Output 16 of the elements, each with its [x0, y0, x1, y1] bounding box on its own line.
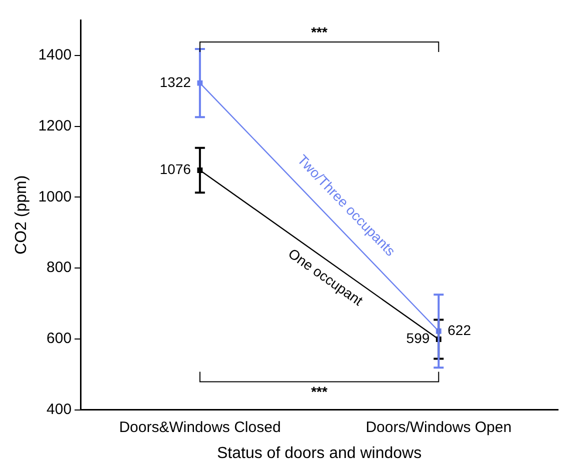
- x-tick-label: Doors&Windows Closed: [119, 418, 281, 436]
- y-tick-label: 1400: [38, 46, 72, 64]
- y-tick-label: 1000: [38, 188, 72, 206]
- data-label: 622: [448, 322, 472, 338]
- y-axis-title: CO2 (ppm): [13, 175, 30, 254]
- y-tick-label: 400: [46, 400, 72, 418]
- x-axis-title: Status of doors and windows: [217, 444, 422, 462]
- y-tick-label: 1200: [38, 117, 72, 134]
- data-label: 1322: [160, 74, 192, 90]
- annotation: ***: [311, 24, 328, 40]
- y-tick-label: 600: [46, 330, 72, 348]
- data-label: 1076: [160, 161, 192, 178]
- x-tick-label: Doors/Windows Open: [366, 418, 512, 436]
- data-label: 599: [406, 330, 430, 346]
- y-tick-label: 800: [46, 259, 72, 276]
- annotation: ***: [311, 384, 328, 400]
